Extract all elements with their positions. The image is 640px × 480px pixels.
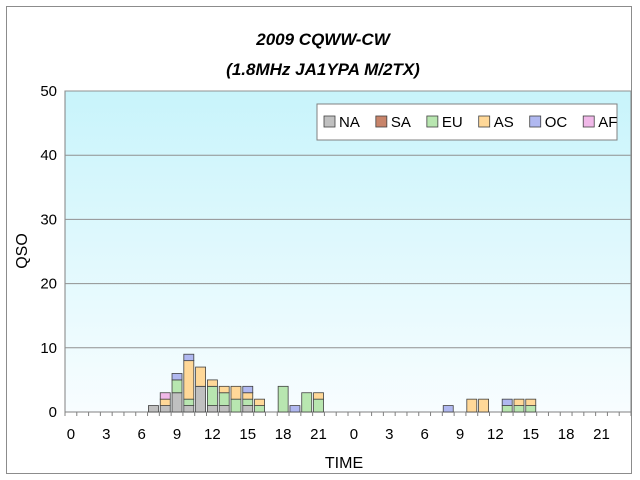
bars-group xyxy=(148,353,537,413)
legend-box xyxy=(316,103,618,141)
plot-area xyxy=(64,90,632,413)
x-tick-label: 18 xyxy=(275,426,292,443)
x-tick-label: 21 xyxy=(310,426,327,443)
legend-swatch-sa xyxy=(375,115,388,128)
bar-na-15 xyxy=(242,405,254,413)
bar-eu-39 xyxy=(525,405,537,413)
bar-eu-15 xyxy=(242,398,254,406)
bar-eu-12 xyxy=(206,385,218,406)
x-tick-label: 6 xyxy=(137,426,145,443)
bar-na-10 xyxy=(183,405,195,413)
legend-label-oc: OC xyxy=(545,114,568,131)
bar-oc-37 xyxy=(501,398,513,406)
bar-eu-18 xyxy=(277,385,289,413)
chart-frame: 2009 CQWW-CW (1.8MHz JA1YPA M/2TX) 0 3 6 9 1… xyxy=(6,6,632,474)
x-tick-label: 15 xyxy=(239,426,256,443)
legend-label-as: AS xyxy=(494,114,514,131)
legend: NA SA EU AS OC AF xyxy=(316,103,618,141)
legend-label-eu: EU xyxy=(442,114,463,131)
chart-svg: 2009 CQWW-CW (1.8MHz JA1YPA M/2TX) 0 3 6 9 1… xyxy=(14,30,632,472)
x-tick-label: 15 xyxy=(522,426,539,443)
x-tick-label: 9 xyxy=(456,426,464,443)
legend-swatch-as xyxy=(478,115,491,128)
bar-oc-32 xyxy=(442,405,454,413)
x-tick-label: 9 xyxy=(173,426,181,443)
bar-na-13 xyxy=(218,405,230,413)
bar-eu-21 xyxy=(313,398,324,413)
bar-eu-20 xyxy=(301,392,313,413)
x-tick-label: 21 xyxy=(593,426,610,443)
chart-subtitle: (1.8MHz JA1YPA M/2TX) xyxy=(226,60,420,79)
legend-swatch-oc xyxy=(529,115,542,128)
bar-as-14 xyxy=(230,385,242,400)
bar-eu-9 xyxy=(171,379,183,394)
legend-label-sa: SA xyxy=(391,114,411,131)
bar-na-9 xyxy=(171,392,183,413)
y-tick-label: 0 xyxy=(49,404,57,421)
bar-as-38 xyxy=(513,398,525,406)
grid-lines xyxy=(65,90,631,349)
bar-as-35 xyxy=(478,398,490,413)
x-tick-label: 12 xyxy=(204,426,221,443)
bar-oc-15 xyxy=(242,385,254,394)
bar-eu-16 xyxy=(254,405,265,413)
bar-as-15 xyxy=(242,392,254,400)
bar-af-8 xyxy=(159,392,171,400)
y-tick-label: 10 xyxy=(40,340,57,357)
bar-as-12 xyxy=(206,379,218,387)
y-tick-label: 20 xyxy=(40,276,57,293)
x-tick-label: 18 xyxy=(558,426,575,443)
y-axis-title: QSO xyxy=(14,233,31,269)
bar-as-10 xyxy=(183,360,195,400)
y-tick-label: 50 xyxy=(40,83,57,100)
legend-label-na: NA xyxy=(339,114,360,131)
bar-as-13 xyxy=(218,385,230,394)
bar-eu-37 xyxy=(501,405,513,413)
x-axis: 0 3 6 9 12 15 18 21 0 3 6 9 12 15 18 21 xyxy=(64,412,632,443)
bar-as-8 xyxy=(159,398,171,406)
x-tick-label: 3 xyxy=(102,426,110,443)
x-tick-label: 6 xyxy=(420,426,428,443)
bar-na-8 xyxy=(159,405,171,413)
bar-oc-19 xyxy=(289,405,301,413)
bar-as-39 xyxy=(525,398,537,406)
bar-na-12 xyxy=(206,405,218,413)
x-tick-label: 0 xyxy=(67,426,75,443)
bar-na-7 xyxy=(148,405,159,413)
y-axis: 0 10 20 30 40 50 xyxy=(40,83,57,421)
bar-oc-9 xyxy=(171,373,183,381)
bar-eu-13 xyxy=(218,392,230,406)
bar-oc-10 xyxy=(183,353,195,362)
chart-title: 2009 CQWW-CW xyxy=(255,30,391,49)
bar-as-11 xyxy=(195,366,207,387)
y-tick-label: 40 xyxy=(40,147,57,164)
x-tick-label: 0 xyxy=(350,426,358,443)
bar-na-11 xyxy=(195,385,207,413)
bar-eu-14 xyxy=(230,398,242,413)
bar-eu-10 xyxy=(183,398,195,406)
legend-label-af: AF xyxy=(598,114,617,131)
bar-eu-38 xyxy=(513,405,525,413)
x-axis-title: TIME xyxy=(325,455,363,472)
x-tick-label: 3 xyxy=(385,426,393,443)
bar-as-16 xyxy=(254,398,265,406)
bar-as-21 xyxy=(313,392,324,400)
x-tick-label: 12 xyxy=(487,426,504,443)
legend-swatch-na xyxy=(323,115,336,128)
y-tick-label: 30 xyxy=(40,211,57,228)
legend-swatch-af xyxy=(582,115,595,128)
legend-swatch-eu xyxy=(426,115,439,128)
bar-as-34 xyxy=(466,398,478,413)
